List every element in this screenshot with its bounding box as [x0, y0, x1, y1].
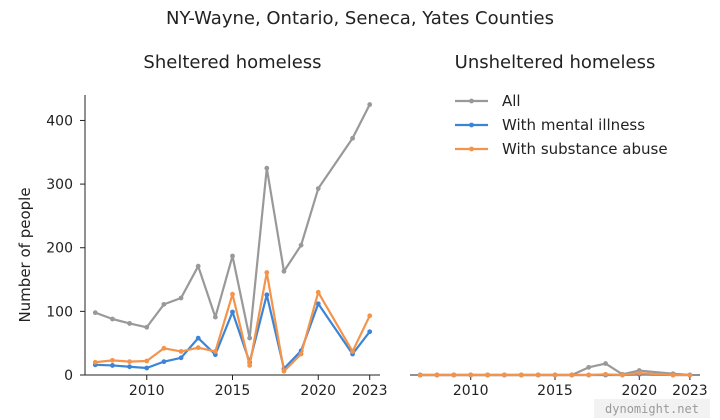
- data-point-all: [281, 268, 287, 274]
- data-point-all: [212, 314, 218, 320]
- legend-label: With substance abuse: [502, 140, 668, 158]
- data-point-with-mental-illness: [127, 364, 132, 370]
- data-point-with-substance-abuse: [161, 345, 167, 351]
- data-point-with-substance-abuse: [350, 349, 355, 354]
- legend-item-all: All: [455, 92, 521, 110]
- data-point-with-mental-illness: [195, 335, 201, 341]
- legend-label: All: [502, 92, 521, 110]
- data-point-with-substance-abuse: [569, 372, 575, 378]
- data-point-all: [178, 295, 184, 301]
- series-line-with-mental-illness: [95, 293, 371, 370]
- x-tick-label: 2015: [215, 383, 251, 399]
- data-point-with-substance-abuse: [451, 372, 457, 378]
- data-point-with-substance-abuse: [603, 371, 608, 377]
- figure-title: NY-Wayne, Ontario, Seneca, Yates Countie…: [166, 8, 554, 29]
- data-point-all: [264, 165, 270, 171]
- legend-marker: [469, 122, 474, 128]
- data-point-with-substance-abuse: [620, 372, 625, 378]
- data-point-all: [110, 316, 115, 322]
- data-point-with-substance-abuse: [92, 359, 98, 365]
- legend-item-with-mental-illness: With mental illness: [455, 116, 645, 134]
- panel-title: Unsheltered homeless: [455, 52, 656, 73]
- watermark-box: [594, 399, 710, 418]
- x-tick-label: 2010: [129, 383, 165, 399]
- legend-marker: [469, 98, 474, 104]
- series-line-with-substance-abuse: [95, 271, 371, 373]
- data-point-all: [247, 335, 253, 341]
- watermark: dynomight.net: [605, 402, 699, 416]
- data-point-with-substance-abuse: [502, 372, 507, 378]
- data-point-all: [195, 263, 201, 269]
- y-axis-label: Number of people: [16, 187, 34, 322]
- data-point-with-mental-illness: [230, 309, 235, 315]
- y-tick-label: 400: [46, 113, 73, 129]
- panel-title: Sheltered homeless: [143, 52, 321, 73]
- data-point-all: [161, 301, 167, 307]
- data-point-with-mental-illness: [144, 365, 150, 371]
- data-point-with-substance-abuse: [586, 372, 592, 378]
- data-point-all: [350, 135, 355, 141]
- data-point-with-substance-abuse: [298, 351, 304, 357]
- legend: All With mental illness With substance abu…: [455, 92, 668, 158]
- data-point-with-substance-abuse: [434, 372, 440, 378]
- data-point-all: [144, 324, 150, 330]
- data-point-with-mental-illness: [178, 355, 184, 361]
- data-point-with-substance-abuse: [195, 345, 201, 351]
- data-point-all: [367, 102, 373, 107]
- panel-sheltered: Sheltered homeless 2010 2015 2020 2023 0 100 20…: [16, 52, 388, 399]
- data-point-with-substance-abuse: [127, 359, 132, 365]
- x-tick-label: 2023: [672, 383, 708, 399]
- data-point-with-mental-illness: [367, 329, 373, 335]
- data-point-with-substance-abuse: [144, 358, 150, 364]
- data-point-with-substance-abuse: [315, 289, 321, 295]
- data-point-with-substance-abuse: [281, 368, 287, 374]
- y-tick-label: 200: [46, 241, 73, 257]
- y-tick-label: 300: [46, 177, 73, 193]
- panel-unsheltered: Unsheltered homeless 2010 2015 2020 2023: [410, 52, 708, 399]
- x-tick-label: 2010: [453, 383, 489, 399]
- data-point-all: [230, 253, 235, 259]
- data-point-with-mental-illness: [110, 363, 115, 368]
- data-point-with-substance-abuse: [670, 372, 676, 378]
- data-point-with-substance-abuse: [518, 372, 524, 378]
- x-tick-label: 2023: [352, 383, 388, 399]
- data-point-with-substance-abuse: [247, 363, 253, 368]
- data-point-all: [127, 321, 132, 326]
- x-tick-label: 2020: [621, 383, 657, 399]
- data-point-with-substance-abuse: [178, 349, 184, 354]
- data-point-with-substance-abuse: [367, 313, 373, 319]
- x-tick-label: 2020: [300, 383, 336, 399]
- data-point-all: [315, 186, 321, 191]
- x-tick-label: 2015: [537, 383, 573, 399]
- data-point-with-mental-illness: [264, 292, 270, 298]
- data-point-with-substance-abuse: [552, 372, 558, 378]
- data-point-with-substance-abuse: [212, 349, 218, 354]
- series-line-with-substance-abuse: [420, 371, 690, 377]
- data-point-with-substance-abuse: [230, 291, 235, 297]
- data-point-with-substance-abuse: [485, 372, 490, 378]
- data-point-with-substance-abuse: [110, 357, 115, 363]
- data-point-all: [603, 361, 608, 366]
- data-point-with-mental-illness: [315, 301, 321, 307]
- data-point-with-substance-abuse: [687, 372, 693, 378]
- y-tick-label: 0: [64, 368, 73, 384]
- data-point-with-substance-abuse: [417, 372, 423, 378]
- legend-marker: [469, 146, 474, 152]
- legend-item-with-substance-abuse: With substance abuse: [455, 140, 668, 158]
- series-line-all: [94, 104, 371, 340]
- y-tick-label: 100: [46, 304, 73, 320]
- data-point-with-mental-illness: [161, 359, 167, 365]
- legend-label: With mental illness: [502, 116, 645, 134]
- data-point-with-substance-abuse: [468, 372, 474, 378]
- data-point-with-substance-abuse: [264, 270, 270, 275]
- data-point-with-substance-abuse: [636, 370, 642, 376]
- data-point-all: [586, 364, 592, 370]
- data-point-all: [92, 310, 98, 316]
- data-point-all: [298, 242, 304, 248]
- data-point-with-substance-abuse: [535, 372, 541, 378]
